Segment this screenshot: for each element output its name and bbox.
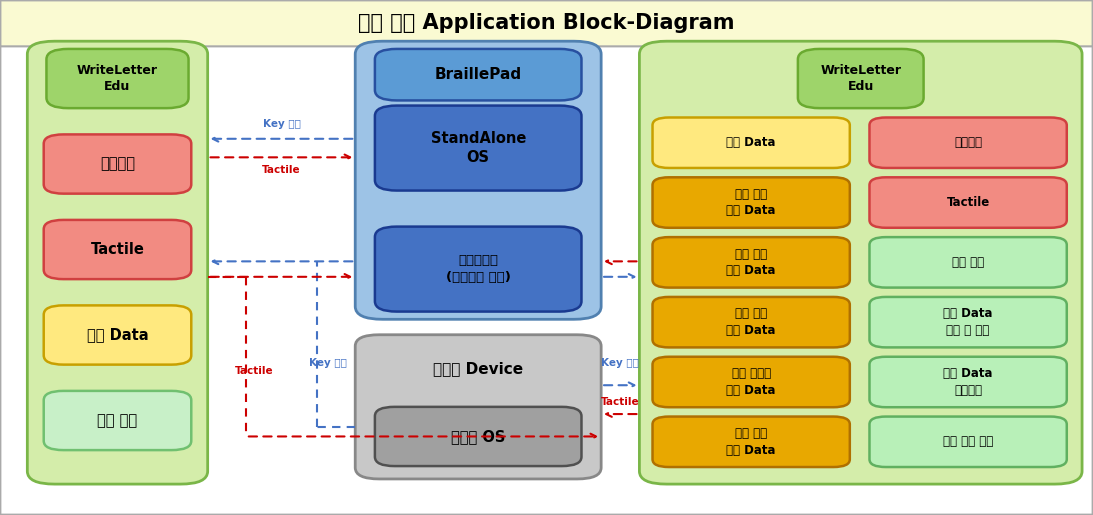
Text: BraillePad: BraillePad: [435, 67, 521, 82]
FancyBboxPatch shape: [355, 335, 601, 479]
FancyBboxPatch shape: [355, 41, 601, 319]
Text: 스마트 Device: 스마트 Device: [433, 360, 524, 376]
Text: 묵자 Data
프로세싱: 묵자 Data 프로세싱: [943, 367, 992, 397]
Text: 영어 알파벳
묵자 Data: 영어 알파벳 묵자 Data: [727, 367, 776, 397]
Text: WriteLetter
Edu: WriteLetter Edu: [820, 64, 902, 93]
FancyBboxPatch shape: [653, 117, 850, 168]
Text: 컨트롤러: 컨트롤러: [954, 136, 983, 149]
FancyBboxPatch shape: [639, 41, 1082, 484]
FancyBboxPatch shape: [870, 177, 1067, 228]
Text: 영어 단어
묵자 Data: 영어 단어 묵자 Data: [727, 427, 776, 456]
Text: 연동형 OS: 연동형 OS: [451, 429, 505, 444]
FancyBboxPatch shape: [375, 227, 581, 312]
Text: 한글 단어
묵자 Data: 한글 단어 묵자 Data: [727, 307, 776, 337]
FancyBboxPatch shape: [870, 417, 1067, 467]
FancyBboxPatch shape: [653, 297, 850, 348]
FancyBboxPatch shape: [0, 0, 1093, 46]
FancyBboxPatch shape: [375, 106, 581, 191]
FancyBboxPatch shape: [798, 49, 924, 108]
Text: Tactile: Tactile: [601, 397, 639, 407]
Text: 한글 모음
묵자 Data: 한글 모음 묵자 Data: [727, 248, 776, 277]
FancyBboxPatch shape: [375, 49, 581, 100]
FancyBboxPatch shape: [47, 49, 189, 108]
Text: 시뮬레이터
(블루투스 모듈): 시뮬레이터 (블루투스 모듈): [446, 254, 510, 284]
Text: Key 입력: Key 입력: [308, 358, 346, 368]
Text: 한글 자음
묵자 Data: 한글 자음 묵자 Data: [727, 188, 776, 217]
FancyBboxPatch shape: [27, 41, 208, 484]
Text: 학습 Data: 학습 Data: [727, 136, 776, 149]
FancyBboxPatch shape: [44, 134, 191, 194]
Text: Key 입력: Key 입력: [601, 358, 639, 368]
Text: Tactile: Tactile: [947, 196, 990, 209]
Text: Key 입력: Key 입력: [262, 119, 301, 129]
Text: 컨트롤러: 컨트롤러: [99, 157, 136, 171]
Text: Tactile: Tactile: [262, 165, 301, 175]
FancyBboxPatch shape: [870, 357, 1067, 407]
FancyBboxPatch shape: [653, 177, 850, 228]
Text: Tactile: Tactile: [235, 366, 273, 376]
Text: 묵자 학습: 묵자 학습: [97, 413, 138, 428]
FancyBboxPatch shape: [870, 117, 1067, 168]
Text: 묵자 학습 기능: 묵자 학습 기능: [943, 435, 994, 448]
Text: 묵자 교육 Application Block-Diagram: 묵자 교육 Application Block-Diagram: [359, 13, 734, 32]
FancyBboxPatch shape: [653, 417, 850, 467]
FancyBboxPatch shape: [653, 357, 850, 407]
FancyBboxPatch shape: [375, 407, 581, 466]
FancyBboxPatch shape: [870, 237, 1067, 287]
FancyBboxPatch shape: [44, 220, 191, 279]
Text: StandAlone
OS: StandAlone OS: [431, 131, 526, 165]
Text: Tactile: Tactile: [91, 242, 144, 257]
Text: 묵자 학습: 묵자 학습: [952, 256, 984, 269]
FancyBboxPatch shape: [870, 297, 1067, 348]
FancyBboxPatch shape: [44, 305, 191, 365]
Text: 묵자 Data
접근 및 로드: 묵자 Data 접근 및 로드: [943, 307, 992, 337]
FancyBboxPatch shape: [653, 237, 850, 287]
Text: WriteLetter
Edu: WriteLetter Edu: [77, 64, 158, 93]
FancyBboxPatch shape: [44, 391, 191, 450]
Text: 학습 Data: 학습 Data: [86, 328, 149, 342]
